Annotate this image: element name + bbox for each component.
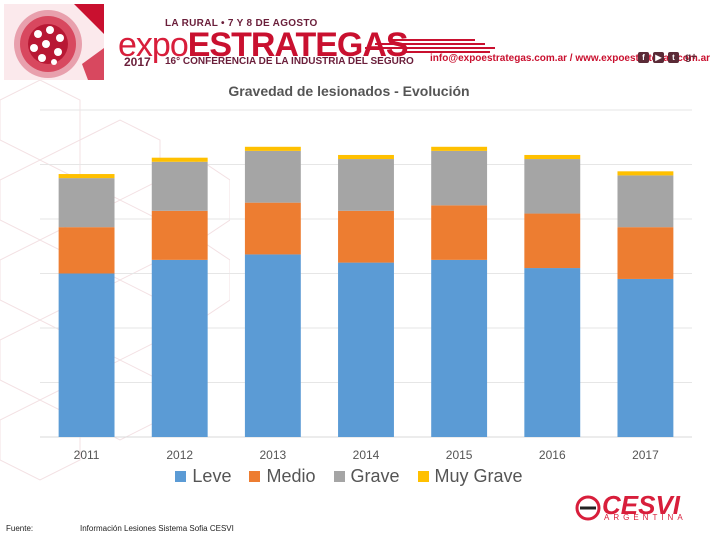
bar-leve-2017 [617,278,674,437]
bar-medio-2015 [431,205,488,260]
legend-label: Muy Grave [434,466,523,486]
bar-grave-2015 [431,150,488,206]
bar-leve-2014 [338,262,394,437]
decorative-stripes [365,39,495,53]
bar-leve-2013 [244,254,301,437]
x-tick-label: 2016 [539,448,566,462]
bar-medio-2013 [244,202,301,255]
cesvi-logo-icon [575,495,601,521]
legend-label: Leve [192,466,232,486]
bar-leve-2011 [58,273,115,437]
social-icons: f ▶ t g+ [638,52,699,63]
bar-muy-grave-2017 [617,171,674,176]
expo-logo-graphic [4,4,104,80]
legend-item-medio: Medio [249,466,316,487]
bar-leve-2016 [524,268,581,437]
x-tick-label: 2011 [74,448,100,462]
chart-title: Gravedad de lesionados - Evolución [228,83,470,99]
x-tick-label: 2014 [353,448,380,462]
legend-item-leve: Leve [175,466,231,487]
bar-muy-grave-2016 [524,154,581,160]
brand-expo: expo [118,26,189,64]
legend-item-muy-grave: Muy Grave [417,466,523,487]
bar-medio-2014 [338,210,394,263]
bar-grave-2014 [338,159,394,211]
bar-medio-2016 [524,213,581,269]
x-tick-label: 2013 [260,448,287,462]
legend-swatch [417,471,429,482]
facebook-icon[interactable]: f [638,52,649,63]
bar-grave-2016 [524,159,581,214]
event-year: 2017 [124,55,151,69]
bar-leve-2015 [431,259,488,437]
brand-estrategas: ESTRATEGAS [187,26,409,64]
bar-muy-grave-2015 [431,146,488,151]
source-text: Información Lesiones Sistema Sofia CESVI [80,524,234,533]
event-dates: LA RURAL • 7 Y 8 DE AGOSTO [165,18,318,29]
bar-grave-2013 [244,150,301,203]
source-label: Fuente: [6,524,34,533]
bar-muy-grave-2012 [151,157,208,162]
bar-medio-2011 [58,227,115,274]
legend-swatch [333,471,345,482]
bar-muy-grave-2011 [58,174,115,179]
x-tick-label: 2017 [632,448,659,462]
legend-swatch [175,471,187,482]
header-banner: LA RURAL • 7 Y 8 DE AGOSTO expoESTRATEGA… [0,0,720,82]
youtube-icon[interactable]: ▶ [653,52,664,63]
legend-label: Grave [350,466,400,486]
legend-item-grave: Grave [333,466,400,487]
conference-title: 16° CONFERENCIA DE LA INDUSTRIA DEL SEGU… [165,56,414,67]
cesvi-logo-subtitle: ARGENTINA [604,513,687,522]
brand-wordmark: expoESTRATEGAS [118,26,409,64]
x-tick-label: 2015 [446,448,473,462]
bar-medio-2012 [151,210,208,260]
cesvi-logo-text: CESVI [602,490,681,520]
bar-grave-2012 [151,161,208,211]
legend-label: Medio [266,466,316,486]
legend-swatch [249,471,261,482]
bar-grave-2017 [617,175,674,228]
contact-info: info@expoestrategas.com.ar / www.expoest… [430,53,711,64]
bar-muy-grave-2014 [338,154,394,160]
bar-muy-grave-2013 [244,146,301,151]
twitter-icon[interactable]: t [668,52,679,63]
bar-leve-2012 [151,259,208,437]
bar-grave-2011 [58,178,115,228]
chart-legend: Leve Medio Grave Muy Grave [0,466,698,487]
google-plus-icon[interactable]: g+ [685,52,697,63]
x-tick-label: 2012 [166,448,193,462]
bar-medio-2017 [617,227,674,279]
